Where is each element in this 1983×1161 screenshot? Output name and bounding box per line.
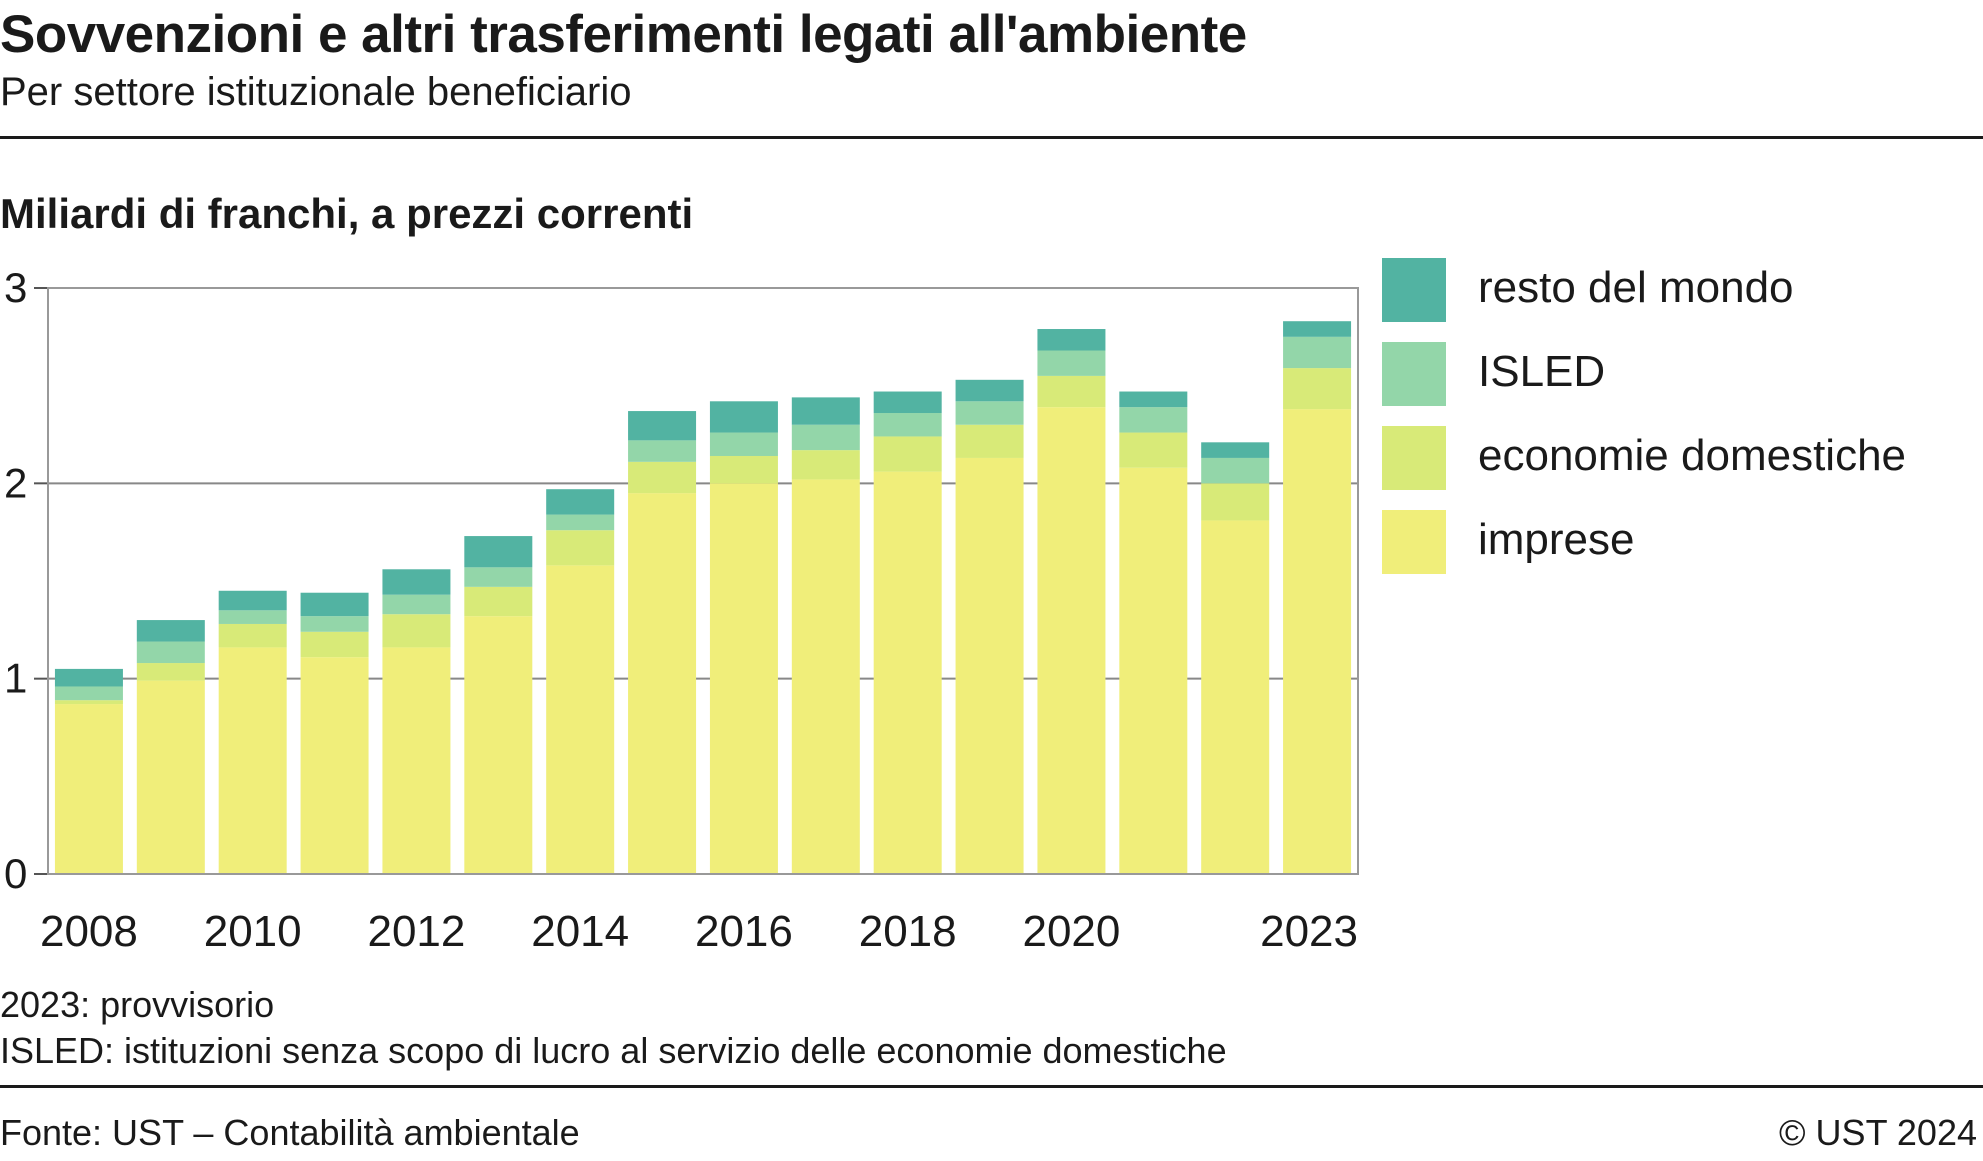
stacked-bar-chart: 0 1 2 3 2008 2010 2012 2014 2016 2018 2020 2023 (4, 264, 1359, 956)
bar-segment-economie-domestiche (1201, 483, 1270, 521)
bar-segment-isled (1119, 407, 1188, 433)
legend-label: resto del mondo (1478, 263, 1794, 312)
copyright-note: © UST 2024 (1779, 1112, 1977, 1153)
bar-segment-resto-del-mondo (54, 668, 123, 687)
bar-segment-imprese (1201, 520, 1270, 874)
bar-segment-imprese (873, 471, 942, 874)
bar-segment-isled (955, 401, 1024, 425)
bar-segment-imprese (709, 483, 778, 874)
bar-segment-economie-domestiche (546, 530, 615, 566)
legend-label: imprese (1478, 515, 1635, 564)
bar-segment-isled (709, 432, 778, 456)
bar-segment-imprese (955, 457, 1024, 874)
unit-label: Miliardi di franchi, a prezzi correnti (0, 190, 694, 237)
bar-segment-imprese (791, 479, 860, 874)
bar-segment-isled (464, 567, 533, 587)
bar-segment-resto-del-mondo (218, 590, 287, 611)
source-note: Fonte: UST – Contabilità ambientale (0, 1112, 580, 1153)
bar-segment-economie-domestiche (382, 614, 451, 648)
bar-segment-resto-del-mondo (136, 620, 205, 642)
bar-segment-economie-domestiche (709, 455, 778, 484)
bar-segment-resto-del-mondo (382, 569, 451, 595)
x-tick-label: 2023 (1260, 907, 1358, 956)
bar-segment-imprese (464, 616, 533, 874)
legend-swatch (1382, 426, 1446, 490)
bar-segment-economie-domestiche (955, 424, 1024, 458)
bar-segment-imprese (300, 657, 369, 874)
bar-segment-imprese (628, 493, 697, 874)
chart-subtitle: Per settore istituzionale beneficiario (0, 70, 632, 114)
bar-segment-economie-domestiche (791, 450, 860, 480)
x-tick-label: 2020 (1022, 907, 1120, 956)
y-tick-label: 0 (4, 850, 27, 897)
bar-segment-isled (382, 594, 451, 615)
x-tick-label: 2016 (695, 907, 793, 956)
legend-swatch (1382, 342, 1446, 406)
bar-segment-imprese (546, 565, 615, 874)
bar-segment-resto-del-mondo (873, 391, 942, 414)
bar-segment-economie-domestiche (300, 631, 369, 658)
bar-segment-isled (873, 413, 942, 437)
bar-segment-resto-del-mondo (464, 536, 533, 568)
bar-segment-isled (1283, 336, 1352, 369)
bar-segment-resto-del-mondo (955, 379, 1024, 402)
y-tick-label: 1 (4, 655, 27, 702)
legend-label: economie domestiche (1478, 431, 1907, 480)
bar-segment-isled (300, 616, 369, 632)
plot-frame (47, 287, 1359, 875)
bar-segment-resto-del-mondo (1037, 329, 1106, 351)
bar-segment-imprese (218, 647, 287, 874)
bar-segment-economie-domestiche (136, 663, 205, 681)
footnote-provisional: 2023: provvisorio (0, 984, 275, 1025)
bar-segment-resto-del-mondo (1119, 391, 1188, 408)
bar-segment-economie-domestiche (628, 461, 697, 494)
bar-segment-isled (1037, 350, 1106, 376)
bottom-divider (0, 1085, 1983, 1088)
bar-segment-imprese (1119, 467, 1188, 874)
legend-swatch (1382, 258, 1446, 322)
bar-segment-resto-del-mondo (546, 489, 615, 515)
y-tick-label: 2 (4, 459, 27, 506)
bar-segment-isled (791, 424, 860, 451)
bar-segment-economie-domestiche (218, 623, 287, 648)
bar-segment-isled (546, 514, 615, 531)
bar-segment-resto-del-mondo (628, 411, 697, 441)
top-divider (0, 136, 1983, 139)
legend-label: ISLED (1478, 347, 1606, 396)
x-tick-label: 2014 (531, 907, 629, 956)
bar-segment-economie-domestiche (464, 586, 533, 617)
x-tick-label: 2008 (40, 907, 138, 956)
bar-segment-economie-domestiche (1283, 368, 1352, 410)
legend-swatch (1382, 510, 1446, 574)
bar-segment-isled (54, 686, 123, 701)
bar-segment-isled (136, 641, 205, 664)
bar-segment-imprese (1037, 407, 1106, 874)
bar-segment-economie-domestiche (1037, 375, 1106, 408)
bar-segment-imprese (382, 647, 451, 874)
y-tick-label: 3 (4, 264, 27, 311)
bar-segment-isled (628, 440, 697, 462)
footnote-isled: ISLED: istituzioni senza scopo di lucro … (0, 1030, 1227, 1071)
bar-segment-economie-domestiche (1119, 432, 1188, 468)
bar-segment-resto-del-mondo (300, 592, 369, 617)
bar-segment-resto-del-mondo (709, 401, 778, 433)
bar-segment-imprese (1283, 409, 1352, 874)
chart-title: Sovvenzioni e altri trasferimenti legati… (0, 5, 1247, 64)
bar-segment-economie-domestiche (873, 436, 942, 472)
bar-segment-imprese (54, 704, 123, 874)
x-tick-label: 2010 (204, 907, 302, 956)
bar-segment-resto-del-mondo (1201, 442, 1270, 458)
bar-segment-isled (218, 610, 287, 624)
bar-segment-economie-domestiche (54, 700, 123, 705)
x-tick-label: 2012 (367, 907, 465, 956)
bar-segment-resto-del-mondo (791, 397, 860, 425)
bar-segment-imprese (136, 680, 205, 874)
bar-segment-isled (1201, 457, 1270, 484)
bar-segment-resto-del-mondo (1283, 321, 1352, 337)
x-tick-label: 2018 (859, 907, 957, 956)
